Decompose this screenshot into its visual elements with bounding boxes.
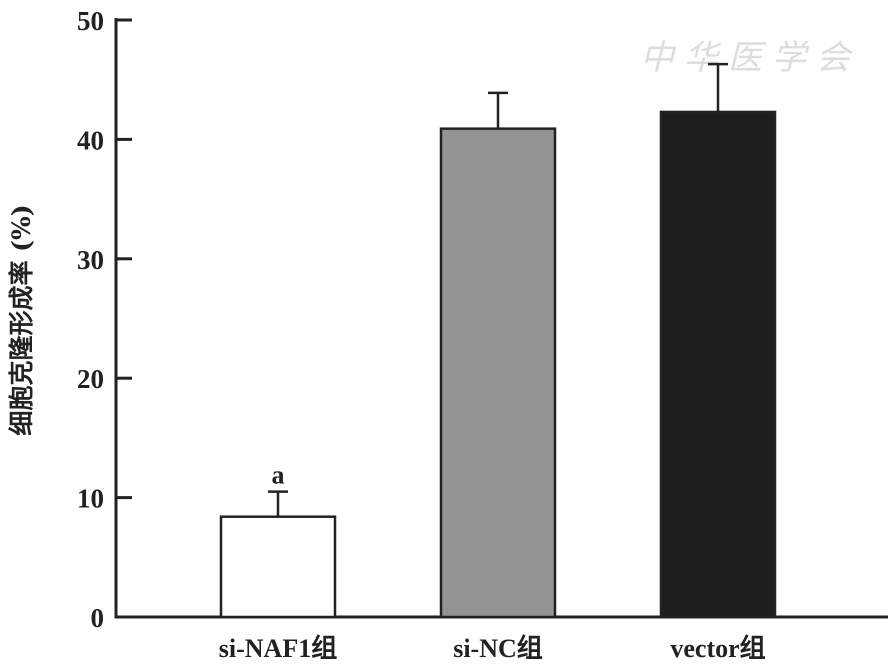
bar-1 (439, 127, 557, 619)
y-tick-label: 0 (91, 603, 105, 633)
significance-label: a (272, 461, 285, 490)
watermark-text: 中华医学会 (640, 38, 860, 78)
x-tick-label: si-NC组 (453, 633, 543, 663)
bar-0 (219, 515, 337, 619)
x-tick-label: vector组 (670, 633, 765, 663)
y-axis-label: 细胞克隆形成率 (%) (7, 204, 36, 435)
y-tick-label: 10 (77, 484, 104, 514)
bar-2 (659, 110, 777, 619)
y-tick-label: 50 (77, 6, 104, 36)
y-tick-label: 20 (77, 364, 104, 394)
y-tick-label: 40 (77, 125, 104, 155)
x-tick-label: si-NAF1组 (219, 633, 337, 663)
y-tick-label: 30 (77, 245, 104, 275)
